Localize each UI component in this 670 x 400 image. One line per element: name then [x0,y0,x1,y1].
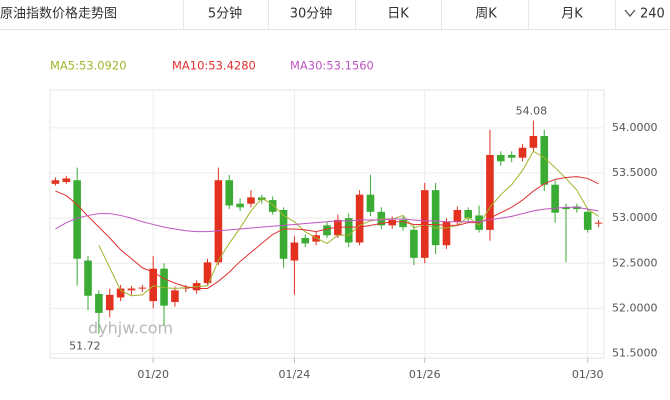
candle-body [431,190,440,246]
plot: 51.5000 52.0000 52.5000 53.0000 53.5000 54.00… [49,59,658,381]
candle-body [225,180,234,206]
x-tick-label: 01/20 [137,368,169,381]
max-annotation: 54.08 [516,105,548,118]
candle-body [84,260,92,296]
candle-body [442,221,451,246]
candle-body [268,200,277,212]
candle-body [355,194,364,243]
dropdown-chevron[interactable] [624,9,636,18]
x-tick-label: 01/30 [572,368,604,381]
candle-body [486,154,494,230]
candle-body [507,154,516,158]
candle-body [583,211,592,230]
candle-body [323,225,331,236]
candle-body [203,262,212,284]
candle-body [279,210,288,259]
candle-body [127,288,136,291]
candle-body [344,218,353,243]
plot-frame [49,89,605,359]
legend-entry: MA30:53.1560 [290,59,374,73]
candle-body [388,219,396,226]
candle-body [149,268,157,302]
candle-body [301,237,310,244]
min-annotation: 51.72 [69,340,101,353]
candle-body [518,147,527,158]
candle-body [464,210,473,219]
candle-body [497,154,505,162]
candle-body [171,290,179,303]
tab-bar: 原油指数价格走势图 5分钟 30分钟 日K 周K 月K 240 [0,0,670,30]
y-tick-label: 54.0000 [612,121,658,134]
candle-body [551,184,559,213]
candle-body [594,222,603,224]
candle-body [138,287,147,289]
y-tick-label: 52.0000 [612,301,658,314]
candle-body [399,219,407,228]
tab[interactable]: 月K [561,7,583,22]
page-title: 原油指数价格走势图 [0,6,117,22]
tab[interactable]: 240 [640,7,665,22]
candle-body [51,180,60,184]
candle-body [540,136,549,185]
ma-line [98,150,599,297]
candle-body [366,194,375,212]
candle-body [453,210,462,222]
tab[interactable]: 日K [387,7,409,22]
candle-body [73,180,81,259]
candle-body [105,294,114,311]
candle-body [247,197,255,204]
watermark: dyhjw.com [88,319,173,338]
legend-entry: MA5:53.0920 [50,59,127,73]
y-tick-label: 53.5000 [612,166,658,179]
candle-body [116,288,125,298]
x-tick-label: 01/26 [409,368,441,381]
candle-body [529,136,538,148]
legend-entry: MA10:53.4280 [172,59,256,73]
tab[interactable]: 30分钟 [290,6,333,22]
candle-body [236,203,244,208]
candle-body [290,242,299,261]
y-tick-label: 51.5000 [612,346,658,359]
candle-body [95,293,103,313]
tab[interactable]: 周K [475,7,497,22]
candle-body [562,207,570,210]
y-tick-label: 52.5000 [612,256,658,269]
tab[interactable]: 5分钟 [208,6,242,22]
candle-body [62,178,71,183]
candle-body [214,180,223,263]
candle-body [410,229,418,258]
ma-line [55,176,599,290]
ma-line [55,206,599,233]
x-tick-label: 01/24 [279,368,311,381]
y-tick-label: 53.0000 [612,211,658,224]
